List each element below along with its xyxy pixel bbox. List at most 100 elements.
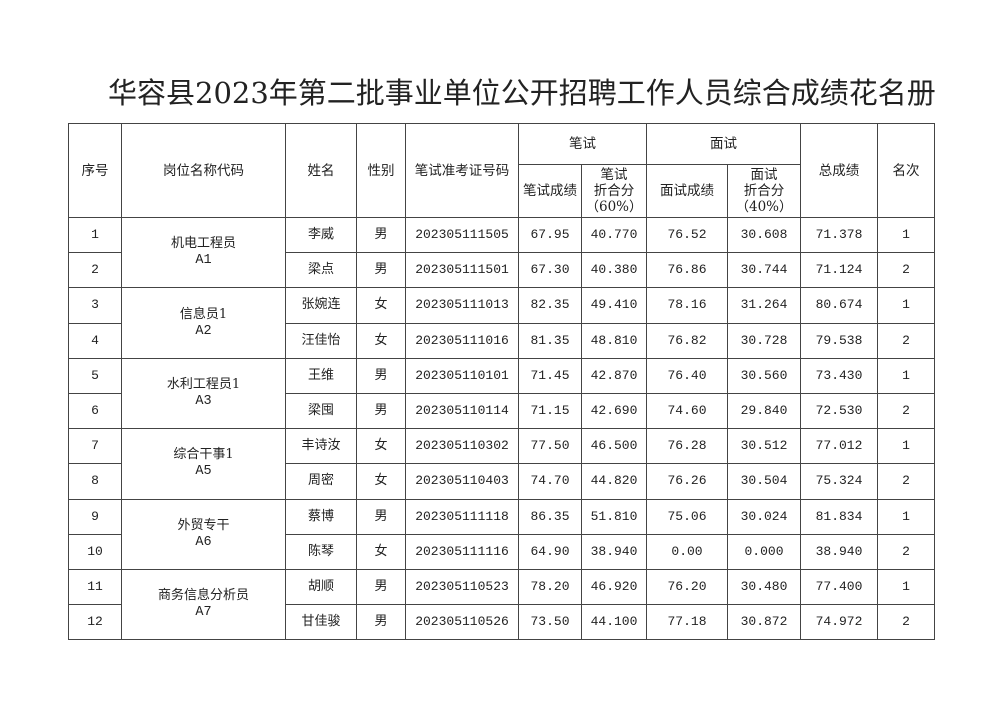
cell-interview-score: 77.18 xyxy=(646,604,728,641)
table-row: 7 综合干事1 A5 丰诗汝女 202305110302 77.50 46.500 76.28… xyxy=(68,428,935,500)
cell-gender: 男 xyxy=(356,392,406,430)
cell-exam-id: 202305111505 xyxy=(405,216,519,254)
cell-rank: 1 xyxy=(877,498,935,535)
cell-interview-weighted: 31.264 xyxy=(727,287,801,324)
cell-interview-weighted: 30.512 xyxy=(727,428,801,465)
table-row: 11 商务信息分析员 A7 胡顺男 202305110523 78.20 46.920 76.… xyxy=(68,568,935,641)
cell-total: 73.430 xyxy=(800,357,878,394)
cell-interview-score: 76.82 xyxy=(646,322,728,359)
post-code: A3 xyxy=(195,393,212,409)
cell-written-score: 67.30 xyxy=(518,252,582,289)
header-gender: 性别 xyxy=(356,123,406,218)
header-written: 笔试 xyxy=(518,123,647,165)
table-row: 2 梁点男 202305111501 67.30 40.380 76.86 30.744 71… xyxy=(68,252,935,289)
cell-exam-id: 202305110526 xyxy=(405,604,519,641)
cell-rank: 2 xyxy=(877,252,935,289)
cell-gender: 男 xyxy=(356,498,406,535)
cell-name: 汪佳怡 xyxy=(285,322,357,359)
header-interview-score: 面试成绩 xyxy=(646,164,728,218)
score-table: 序号 岗位名称代码 姓名 性别 笔试准考证号码 笔试 面试 总成绩 名次 笔试成… xyxy=(68,123,935,641)
header-name: 姓名 xyxy=(285,123,357,218)
table-row: 12 甘佳骏男 202305110526 73.50 44.100 77.18 30.872… xyxy=(68,604,935,641)
cell-gender: 女 xyxy=(356,287,406,324)
cell-exam-id: 202305110523 xyxy=(405,568,519,606)
cell-seq: 5 xyxy=(68,357,122,394)
header-text: （40%） xyxy=(735,199,793,215)
cell-written-score: 82.35 xyxy=(518,287,582,324)
post-cell: 信息员1 A2 xyxy=(121,287,286,359)
cell-interview-score: 78.16 xyxy=(646,287,728,324)
cell-written-score: 64.90 xyxy=(518,533,582,570)
cell-interview-weighted: 30.872 xyxy=(727,604,801,641)
cell-gender: 女 xyxy=(356,428,406,465)
cell-rank: 1 xyxy=(877,216,935,254)
post-cell: 综合干事1 A5 xyxy=(121,428,286,500)
cell-exam-id: 202305111118 xyxy=(405,498,519,535)
cell-exam-id: 202305110101 xyxy=(405,357,519,394)
cell-gender: 女 xyxy=(356,322,406,359)
cell-name: 王维 xyxy=(285,357,357,394)
cell-name: 梁点 xyxy=(285,252,357,289)
cell-seq: 9 xyxy=(68,498,122,535)
table-row: 1 机电工程员 A1 李威男 202305111505 67.95 40.770 76.52 3… xyxy=(68,216,935,289)
cell-written-weighted: 42.870 xyxy=(581,357,647,394)
header-text: 面试 xyxy=(750,167,778,183)
cell-exam-id: 202305110403 xyxy=(405,463,519,500)
header-interview: 面试 xyxy=(646,123,801,165)
post-code: A5 xyxy=(195,464,212,480)
cell-interview-weighted: 30.744 xyxy=(727,252,801,289)
cell-written-score: 74.70 xyxy=(518,463,582,500)
post-code: A7 xyxy=(195,605,212,621)
cell-interview-score: 76.86 xyxy=(646,252,728,289)
cell-written-score: 67.95 xyxy=(518,216,582,254)
table-body: 1 机电工程员 A1 李威男 202305111505 67.95 40.770 76.52 3… xyxy=(68,216,935,641)
cell-total: 75.324 xyxy=(800,463,878,500)
cell-exam-id: 202305110302 xyxy=(405,428,519,465)
cell-seq: 3 xyxy=(68,287,122,324)
post-name: 外贸专干 xyxy=(177,517,230,533)
cell-total: 71.124 xyxy=(800,252,878,289)
cell-interview-score: 74.60 xyxy=(646,392,728,430)
cell-written-score: 73.50 xyxy=(518,604,582,641)
post-cell: 水利工程员1 A3 xyxy=(121,357,286,430)
cell-seq: 1 xyxy=(68,216,122,254)
post-cell: 商务信息分析员 A7 xyxy=(121,568,286,641)
cell-name: 陈琴 xyxy=(285,533,357,570)
cell-written-score: 81.35 xyxy=(518,322,582,359)
cell-name: 胡顺 xyxy=(285,568,357,606)
post-cell: 外贸专干 A6 xyxy=(121,498,286,570)
cell-interview-weighted: 30.024 xyxy=(727,498,801,535)
cell-written-weighted: 44.100 xyxy=(581,604,647,641)
cell-written-weighted: 38.940 xyxy=(581,533,647,570)
header-seq: 序号 xyxy=(68,123,122,218)
header-interview-weighted: 面试 折合分 （40%） xyxy=(727,164,801,218)
cell-written-weighted: 40.770 xyxy=(581,216,647,254)
cell-exam-id: 202305110114 xyxy=(405,392,519,430)
cell-total: 79.538 xyxy=(800,322,878,359)
header-text: 折合分 xyxy=(743,183,785,199)
header-post: 岗位名称代码 xyxy=(121,123,286,218)
cell-written-weighted: 44.820 xyxy=(581,463,647,500)
header-text: 折合分 xyxy=(593,183,635,199)
cell-name: 李威 xyxy=(285,216,357,254)
cell-interview-score: 76.28 xyxy=(646,428,728,465)
cell-name: 张婉连 xyxy=(285,287,357,324)
post-name: 机电工程员 xyxy=(170,236,236,252)
cell-written-weighted: 40.380 xyxy=(581,252,647,289)
table-row: 10 陈琴女 202305111116 64.90 38.940 0.00 0.000 38.… xyxy=(68,533,935,570)
cell-written-weighted: 46.500 xyxy=(581,428,647,465)
cell-gender: 女 xyxy=(356,463,406,500)
header-text: （60%） xyxy=(585,199,643,215)
cell-written-weighted: 51.810 xyxy=(581,498,647,535)
cell-seq: 7 xyxy=(68,428,122,465)
cell-seq: 11 xyxy=(68,568,122,606)
cell-name: 甘佳骏 xyxy=(285,604,357,641)
cell-interview-score: 76.20 xyxy=(646,568,728,606)
cell-gender: 男 xyxy=(356,568,406,606)
table-row: 3 信息员1 A2 张婉连女 202305111013 82.35 49.410 78.16 3… xyxy=(68,287,935,359)
cell-total: 71.378 xyxy=(800,216,878,254)
cell-seq: 4 xyxy=(68,322,122,359)
cell-total: 80.674 xyxy=(800,287,878,324)
table-row: 6 梁囤男 202305110114 71.15 42.690 74.60 29.840 72… xyxy=(68,392,935,430)
cell-written-score: 71.45 xyxy=(518,357,582,394)
